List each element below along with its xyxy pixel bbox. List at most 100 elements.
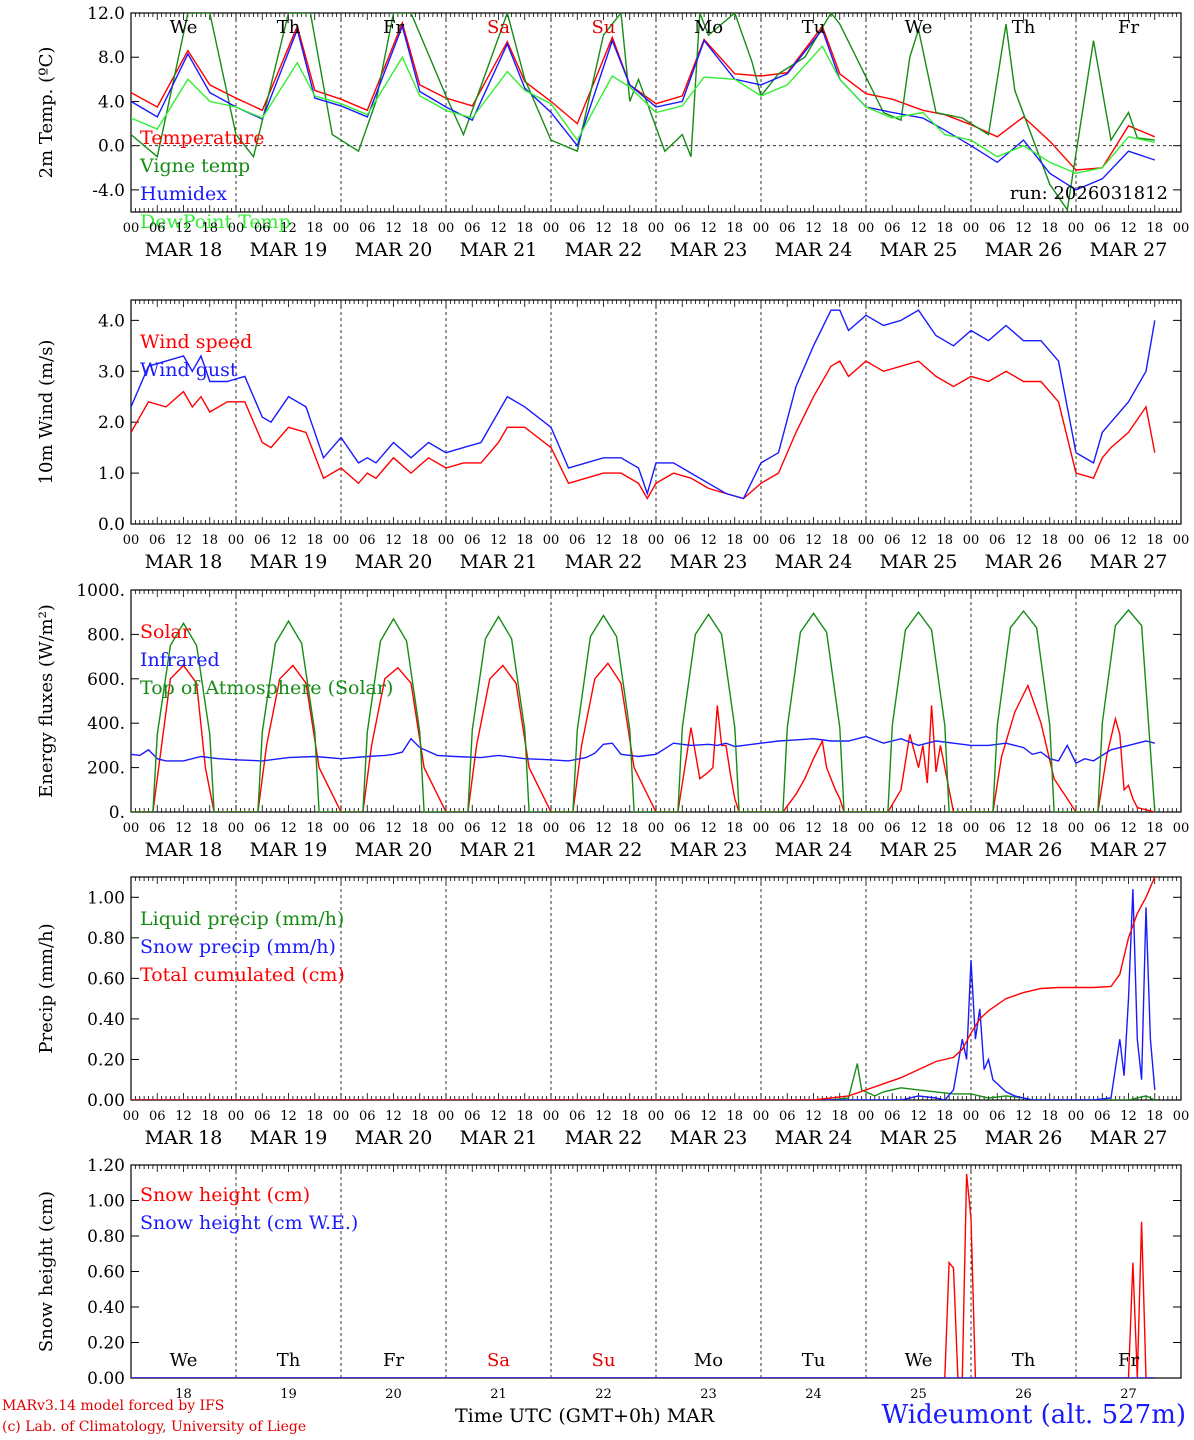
day-label: MAR 19 xyxy=(250,1127,328,1149)
day-label: MAR 26 xyxy=(985,1127,1063,1149)
y-tick-label: 12.0 xyxy=(87,4,125,24)
hour-label: 18 xyxy=(411,1109,428,1124)
y-tick-label: 0.00 xyxy=(87,1091,125,1111)
series-dewpoint-temp xyxy=(131,44,1155,175)
hour-label: 12 xyxy=(1015,1109,1032,1124)
legend-entry: Liquid precip (mm/h) xyxy=(140,908,344,930)
hour-label: 18 xyxy=(831,1109,848,1124)
day-label: MAR 18 xyxy=(145,239,223,261)
hour-label: 12 xyxy=(910,1109,927,1124)
day-label: MAR 23 xyxy=(670,839,748,861)
y-tick-label: 0.0 xyxy=(98,137,125,157)
y-tick-label: 8.0 xyxy=(98,48,125,68)
hour-label: 18 xyxy=(516,821,533,836)
hour-label: 00 xyxy=(228,1109,245,1124)
hour-label: 12 xyxy=(910,821,927,836)
y-tick-label: -4.0 xyxy=(92,181,125,201)
hour-label: 00 xyxy=(543,821,560,836)
hour-label: 12 xyxy=(175,533,192,548)
series-snow-height-cm- xyxy=(131,1173,1155,1378)
day-label: MAR 21 xyxy=(460,239,538,261)
y-tick-label: 0.80 xyxy=(87,1227,125,1247)
hour-label: 06 xyxy=(569,1109,586,1124)
legend-entry: Snow precip (mm/h) xyxy=(140,936,336,958)
hour-label: 00 xyxy=(228,221,245,236)
day-label: MAR 24 xyxy=(775,239,853,261)
y-tick-label: 0.60 xyxy=(87,969,125,989)
day-label: MAR 27 xyxy=(1090,551,1168,573)
hour-label: 06 xyxy=(779,533,796,548)
hour-label: 18 xyxy=(621,821,638,836)
hour-label: 18 xyxy=(621,221,638,236)
legend-entry: Humidex xyxy=(140,183,227,205)
hour-label: 12 xyxy=(280,533,297,548)
y-axis-label: Snow height (cm) xyxy=(36,1191,57,1352)
hour-label: 00 xyxy=(1068,821,1085,836)
hour-label: 06 xyxy=(674,1109,691,1124)
hour-label: 12 xyxy=(385,821,402,836)
day-label: MAR 22 xyxy=(565,1127,643,1149)
hour-label: 12 xyxy=(490,821,507,836)
hour-label: 12 xyxy=(910,533,927,548)
hour-label: 06 xyxy=(359,221,376,236)
hour-label: 06 xyxy=(464,1109,481,1124)
hour-label: 12 xyxy=(700,221,717,236)
hour-label: 00 xyxy=(753,533,770,548)
legend-entry: DewPoint Temp xyxy=(140,211,291,233)
hour-label: 18 xyxy=(831,221,848,236)
day-label: MAR 23 xyxy=(670,239,748,261)
day-label: MAR 19 xyxy=(250,839,328,861)
series-vigne-temp xyxy=(131,13,1155,212)
hour-label: 00 xyxy=(333,821,350,836)
hour-label: 06 xyxy=(464,821,481,836)
hour-label: 00 xyxy=(963,821,980,836)
hour-label: 12 xyxy=(910,221,927,236)
hour-label: 18 xyxy=(201,821,218,836)
hour-label: 18 xyxy=(936,533,953,548)
series-wind-speed xyxy=(131,360,1156,500)
y-tick-label: 0.60 xyxy=(87,1263,125,1283)
hour-label: 18 xyxy=(201,221,218,236)
legend-entry: Temperature xyxy=(140,127,264,149)
hour-label: 18 xyxy=(831,821,848,836)
hour-label: 12 xyxy=(1120,533,1137,548)
hour-label: 00 xyxy=(858,1109,875,1124)
day-label: MAR 19 xyxy=(250,239,328,261)
weekday-label-bottom: Th xyxy=(1012,1350,1036,1371)
hour-label: 18 xyxy=(1146,221,1163,236)
y-tick-label: 400. xyxy=(87,714,125,734)
bottom-day-number: 23 xyxy=(700,1387,717,1402)
day-label: MAR 18 xyxy=(145,839,223,861)
hour-label: 00 xyxy=(648,533,665,548)
hour-label: 06 xyxy=(884,221,901,236)
hour-label: 18 xyxy=(726,1109,743,1124)
station-name: Wideumont (alt. 527m) xyxy=(881,1400,1186,1430)
hour-label: 00 xyxy=(123,821,140,836)
hour-label: 00 xyxy=(648,221,665,236)
day-label: MAR 26 xyxy=(985,239,1063,261)
y-axis-label: 2m Temp. (ºC) xyxy=(36,47,57,179)
hour-label: 06 xyxy=(359,1109,376,1124)
panel-1 xyxy=(130,12,1182,213)
hour-label: 06 xyxy=(254,533,271,548)
series-wind-gust xyxy=(131,309,1156,500)
hour-label: 06 xyxy=(359,533,376,548)
hour-label: 00 xyxy=(753,821,770,836)
bottom-day-number: 24 xyxy=(805,1387,822,1402)
hour-label: 12 xyxy=(805,1109,822,1124)
hour-label: 18 xyxy=(201,533,218,548)
day-label: MAR 20 xyxy=(355,839,433,861)
series-temperature xyxy=(131,20,1156,171)
hour-label: 00 xyxy=(333,221,350,236)
hour-label: 06 xyxy=(149,821,166,836)
hour-label: 00 xyxy=(1173,821,1190,836)
hour-label: 18 xyxy=(516,1109,533,1124)
weekday-label-bottom: Sa xyxy=(487,1350,510,1371)
day-label: MAR 23 xyxy=(670,551,748,573)
hour-label: 18 xyxy=(201,1109,218,1124)
hour-label: 18 xyxy=(936,1109,953,1124)
hour-label: 06 xyxy=(884,821,901,836)
legend-entry: Vigne temp xyxy=(139,155,250,177)
hour-label: 06 xyxy=(149,533,166,548)
day-label: MAR 22 xyxy=(565,551,643,573)
